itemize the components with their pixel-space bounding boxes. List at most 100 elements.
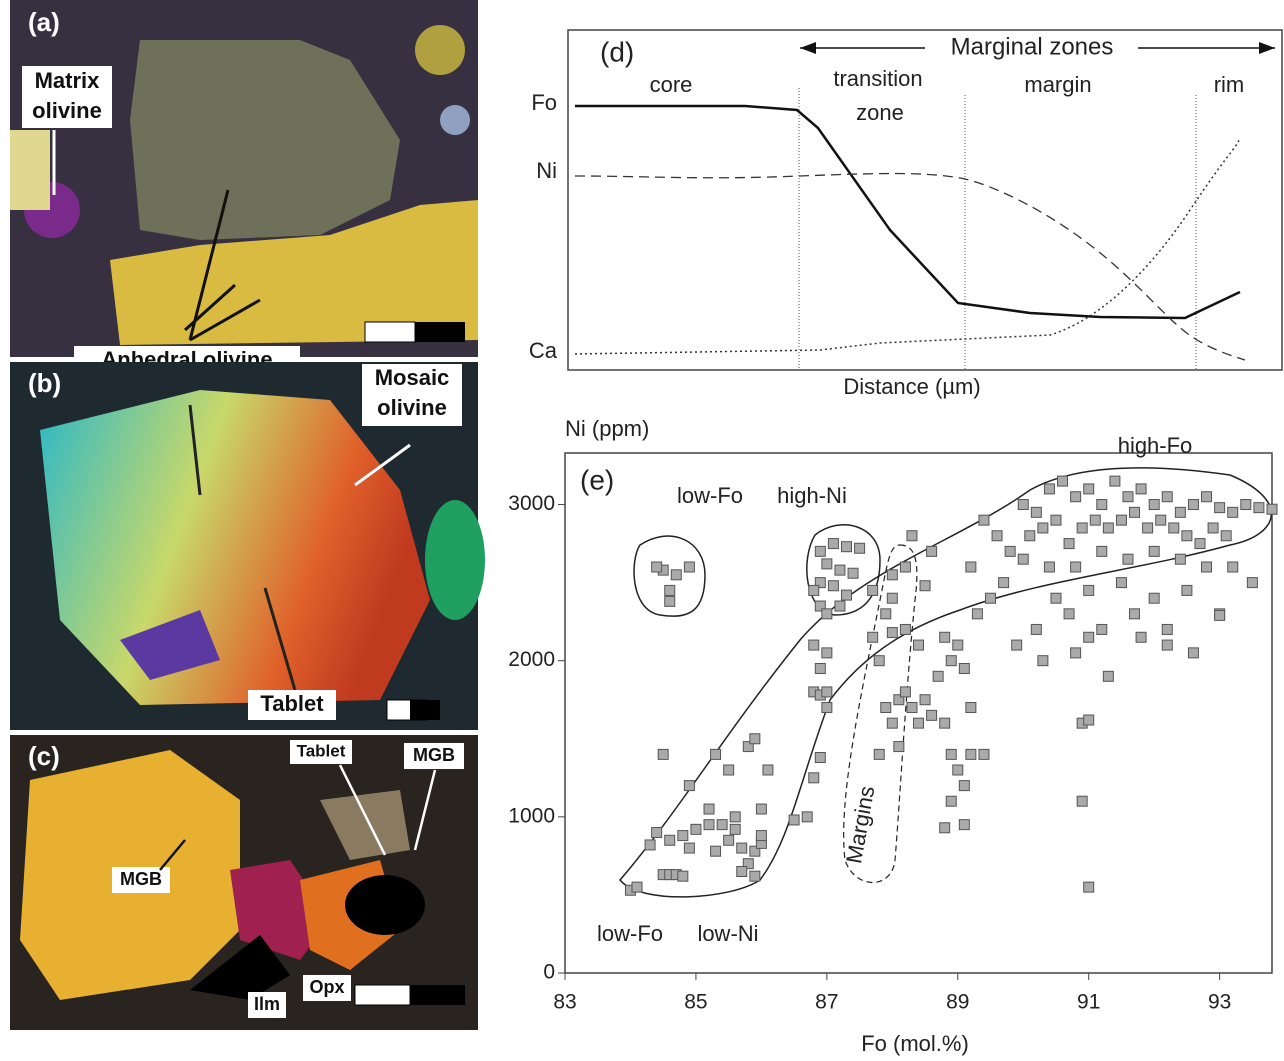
point bbox=[1116, 578, 1126, 588]
point bbox=[1195, 539, 1205, 549]
x-tick-label: 85 bbox=[684, 991, 707, 1014]
panel-label: (c) bbox=[28, 741, 60, 771]
zone-label: zone bbox=[856, 100, 904, 125]
point bbox=[1130, 507, 1140, 517]
point bbox=[1149, 593, 1159, 603]
point bbox=[1221, 531, 1231, 541]
point bbox=[678, 871, 688, 881]
point bbox=[835, 565, 845, 575]
point bbox=[1182, 585, 1192, 595]
point bbox=[1031, 507, 1041, 517]
panel-label: (b) bbox=[28, 368, 61, 398]
label: olivine bbox=[377, 395, 447, 420]
point bbox=[1084, 882, 1094, 892]
point bbox=[665, 835, 675, 845]
point bbox=[920, 695, 930, 705]
point bbox=[815, 546, 825, 556]
point bbox=[1202, 562, 1212, 572]
y-axis-label: Ni (ppm) bbox=[565, 416, 649, 441]
point bbox=[1090, 515, 1100, 525]
panel-label: (e) bbox=[580, 464, 614, 495]
x-tick-label: 91 bbox=[1077, 991, 1100, 1014]
point bbox=[959, 781, 969, 791]
point bbox=[1025, 531, 1035, 541]
element-label: Ca bbox=[529, 338, 558, 363]
label: Mosaic bbox=[375, 365, 450, 390]
point bbox=[855, 543, 865, 553]
point bbox=[953, 765, 963, 775]
label: Matrix bbox=[35, 68, 101, 93]
panel-label: (a) bbox=[28, 7, 60, 37]
point bbox=[1228, 562, 1238, 572]
label: olivine bbox=[32, 98, 102, 123]
point bbox=[966, 703, 976, 713]
point bbox=[887, 628, 897, 638]
y-tick-label: 0 bbox=[543, 961, 555, 984]
point bbox=[1267, 504, 1277, 514]
point bbox=[966, 562, 976, 572]
micrograph-b: (b) Mosaic olivine Tablet bbox=[10, 362, 485, 730]
point bbox=[1254, 503, 1264, 513]
point bbox=[1044, 562, 1054, 572]
point bbox=[1215, 610, 1225, 620]
label: Opx bbox=[309, 977, 344, 997]
scatter-frame bbox=[565, 453, 1272, 973]
point bbox=[1202, 492, 1212, 502]
point bbox=[900, 624, 910, 634]
point bbox=[1051, 515, 1061, 525]
point bbox=[1110, 476, 1120, 486]
point bbox=[809, 640, 819, 650]
y-tick-label: 3000 bbox=[508, 492, 555, 515]
point bbox=[750, 871, 760, 881]
x-axis-label: Fo (mol.%) bbox=[861, 1031, 969, 1056]
header: Marginal zones bbox=[951, 33, 1114, 60]
point bbox=[665, 596, 675, 606]
point bbox=[1084, 632, 1094, 642]
point bbox=[1162, 624, 1172, 634]
point bbox=[809, 585, 819, 595]
point bbox=[940, 632, 950, 642]
point bbox=[927, 546, 937, 556]
point bbox=[737, 843, 747, 853]
point bbox=[789, 815, 799, 825]
point bbox=[1058, 476, 1068, 486]
profile-diagram: (d) Marginal zones core transition zone … bbox=[529, 30, 1282, 399]
point bbox=[730, 824, 740, 834]
point bbox=[986, 593, 996, 603]
point bbox=[868, 632, 878, 642]
point bbox=[1051, 593, 1061, 603]
zone-label: transition bbox=[833, 66, 922, 91]
point bbox=[1064, 609, 1074, 619]
point bbox=[1149, 546, 1159, 556]
annotation: low-Fo bbox=[597, 921, 663, 946]
point bbox=[940, 823, 950, 833]
point bbox=[815, 663, 825, 673]
point bbox=[1071, 648, 1081, 658]
point bbox=[881, 609, 891, 619]
y-tick-label: 1000 bbox=[508, 804, 555, 827]
point bbox=[1162, 492, 1172, 502]
point bbox=[874, 656, 884, 666]
point bbox=[671, 570, 681, 580]
x-tick-label: 93 bbox=[1208, 991, 1231, 1014]
point bbox=[946, 656, 956, 666]
point bbox=[1084, 484, 1094, 494]
point bbox=[822, 703, 832, 713]
point bbox=[1175, 554, 1185, 564]
point bbox=[724, 765, 734, 775]
point bbox=[1103, 671, 1113, 681]
point bbox=[1071, 562, 1081, 572]
annotation: low-Fo bbox=[677, 483, 743, 508]
point bbox=[1038, 523, 1048, 533]
point bbox=[1149, 500, 1159, 510]
point bbox=[756, 804, 766, 814]
point bbox=[979, 749, 989, 759]
point bbox=[1044, 484, 1054, 494]
point bbox=[914, 640, 924, 650]
point bbox=[940, 718, 950, 728]
point bbox=[652, 827, 662, 837]
point bbox=[1084, 715, 1094, 725]
figure: (a) Matrix olivine Anhedral olivine (b) … bbox=[0, 0, 1284, 1061]
point bbox=[848, 568, 858, 578]
point bbox=[992, 531, 1002, 541]
